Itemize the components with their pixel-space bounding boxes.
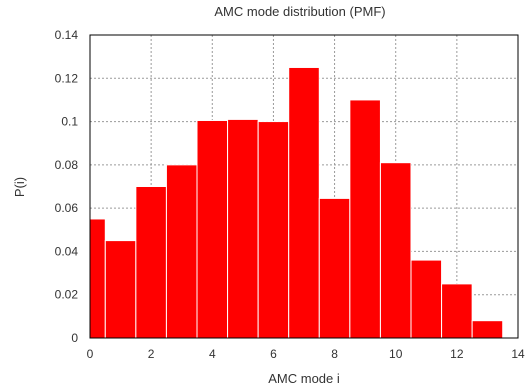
x-tick-label: 0 [87,347,94,361]
x-tick-label: 10 [389,347,403,361]
x-axis-label: AMC mode i [268,371,340,386]
bar-mode-10 [379,162,412,339]
bar-mode-9 [349,99,381,339]
bar-mode-1 [104,240,137,339]
x-tick-label: 2 [148,347,155,361]
bar-mode-0 [89,218,106,339]
y-tick-label: 0.14 [55,28,79,42]
bars [89,66,504,339]
bar-mode-7 [288,66,320,339]
y-tick-label: 0.06 [55,201,79,215]
y-tick-labels: 0 0.02 0.04 0.06 0.08 0.1 0.12 0.14 [55,28,79,345]
bar-mode-12 [441,283,473,339]
x-tick-label: 6 [270,347,277,361]
x-tick-label: 14 [511,347,525,361]
bar-mode-2 [135,186,167,339]
y-axis-label: P(i) [12,177,27,197]
bar-mode-6 [257,121,290,339]
y-tick-label: 0.04 [55,244,79,258]
bar-mode-3 [165,164,198,339]
bar-mode-8 [318,197,351,339]
chart-title: AMC mode distribution (PMF) [214,4,385,19]
y-tick-label: 0.1 [61,115,78,129]
x-tick-label: 12 [450,347,464,361]
y-tick-label: 0.12 [55,71,79,85]
y-tick-label: 0.02 [55,288,79,302]
bar-mode-13 [471,320,504,339]
bar-mode-5 [227,118,259,339]
y-tick-label: 0.08 [55,158,79,172]
x-tick-label: 8 [331,347,338,361]
y-tick-label: 0 [71,331,78,345]
bar-mode-4 [196,119,229,339]
x-tick-labels: 0 2 4 6 8 10 12 14 [87,347,525,361]
bar-mode-11 [410,259,443,339]
x-tick-label: 4 [209,347,216,361]
plot-frame [89,34,519,339]
